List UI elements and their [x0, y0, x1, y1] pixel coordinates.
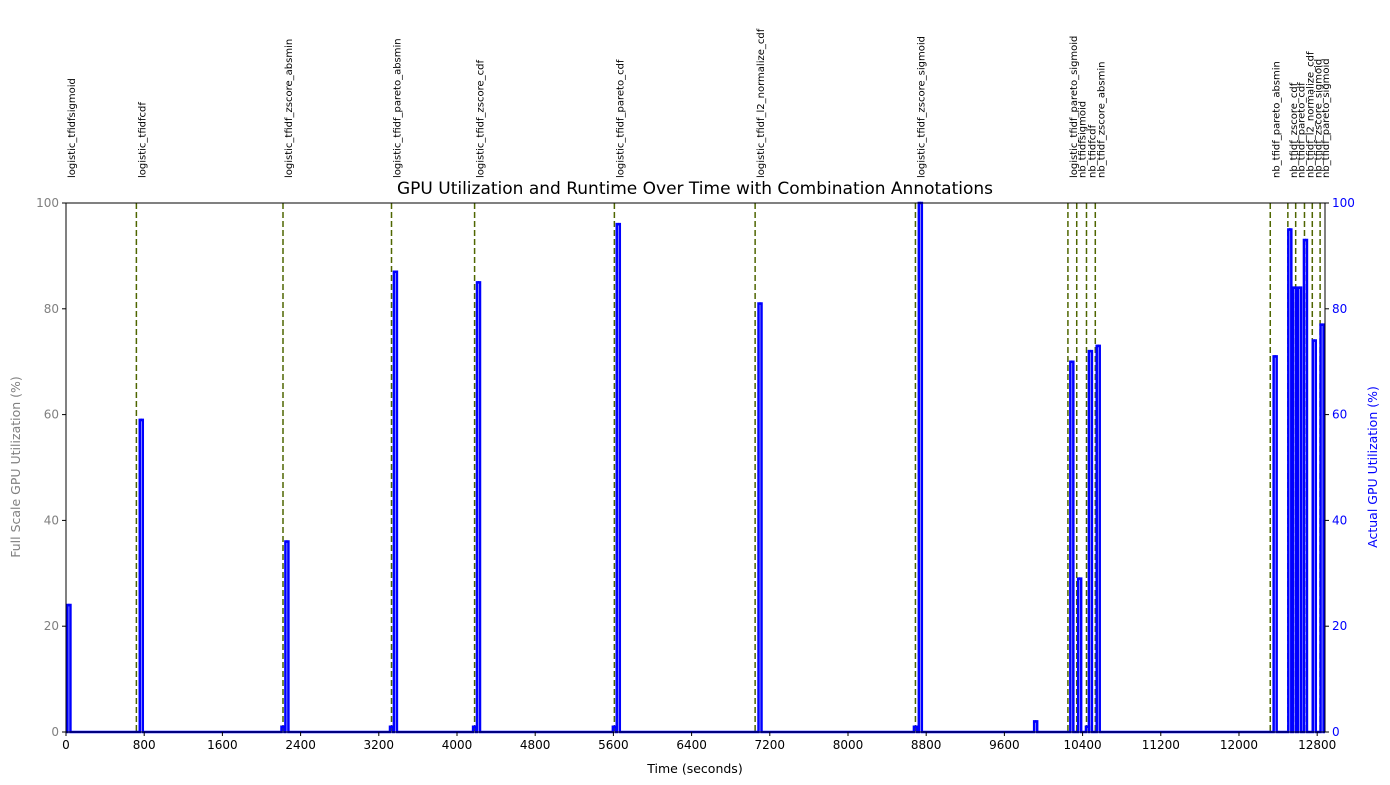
annotation-label: nb_tfidf_pareto_sigmoid	[1321, 58, 1332, 178]
right-y-tick-label: 40	[1332, 513, 1347, 527]
data-point	[1034, 720, 1037, 723]
x-tick-label: 0	[62, 738, 70, 752]
data-point	[139, 418, 143, 422]
left-y-tick-label: 40	[44, 513, 59, 527]
annotation-label: logistic_tfidf_zscore_cdf	[476, 60, 487, 178]
left-y-tick-label: 0	[51, 725, 59, 739]
annotation-label: logistic_tfidf_pareto_sigmoid	[1069, 36, 1080, 178]
annotation-label: logistic_tfidfcdf	[137, 102, 148, 178]
annotation-label: logistic_tfidf_pareto_absmin	[393, 38, 404, 178]
x-tick-label: 3200	[364, 738, 395, 752]
right-y-tick-label: 60	[1332, 408, 1347, 422]
data-point	[1312, 339, 1316, 342]
data-point	[1273, 355, 1277, 358]
x-tick-label: 9600	[989, 738, 1020, 752]
left-y-tick-label: 80	[44, 302, 59, 316]
annotation-label: nb_tfidf_zscore_sigmoid	[1313, 59, 1324, 178]
x-tick-label: 12800	[1298, 738, 1336, 752]
right-y-tick-label: 0	[1332, 725, 1340, 739]
x-tick-label: 10400	[1063, 738, 1101, 752]
data-point	[1089, 349, 1092, 353]
data-point	[1320, 323, 1324, 326]
x-axis: 0 800 1600 2400 3200 4000 4800 5600 6400 7200 8000…	[62, 732, 1336, 752]
annotation-label: nb_tfidf_l2_normalize_cdf	[1305, 51, 1316, 178]
left-y-axis: 0 20 40 60 80 100	[36, 196, 66, 739]
data-point	[1096, 344, 1100, 348]
annotation-label: nb_tfidf_pareto_cdf	[1297, 82, 1308, 178]
annotation-label: nb_tfidfsigmoid	[1078, 101, 1089, 178]
x-tick-label: 8800	[911, 738, 942, 752]
x-tick-label: 800	[133, 738, 156, 752]
plot-frame	[65, 202, 1326, 733]
data-point	[616, 222, 620, 226]
data-point	[473, 725, 476, 729]
data-point	[394, 270, 397, 274]
data-point	[1086, 725, 1089, 729]
annotation-label: nb_tfidfcdf	[1087, 124, 1098, 178]
annotation-label: nb_tfidf_pareto_absmin	[1271, 61, 1282, 178]
data-point	[1293, 286, 1296, 289]
data-point	[1304, 238, 1307, 242]
annotation-label: logistic_tfidf_l2_normalize_cdf	[756, 28, 767, 178]
right-y-tick-label: 20	[1332, 619, 1347, 633]
data-point	[390, 725, 393, 729]
x-tick-label: 4800	[520, 738, 551, 752]
annotations-layer: logistic_tfidfsigmoid logistic_tfidfcdf lo…	[67, 28, 1332, 732]
gpu-utilization-line	[66, 201, 1325, 734]
data-point	[1070, 360, 1074, 364]
right-y-tick-label: 80	[1332, 302, 1347, 316]
x-tick-label: 11200	[1142, 738, 1180, 752]
annotation-label: logistic_tfidf_pareto_cdf	[615, 59, 626, 178]
annotation-label: logistic_tfidf_zscore_sigmoid	[916, 36, 927, 178]
right-y-axis: 0 20 40 60 80 100	[1325, 196, 1355, 739]
data-point	[67, 603, 71, 607]
x-tick-label: 2400	[285, 738, 316, 752]
x-tick-label: 5600	[598, 738, 629, 752]
annotation-label: nb_tfidf_zscore_cdf	[1289, 82, 1300, 178]
x-axis-label: Time (seconds)	[646, 761, 742, 776]
right-y-axis-label: Actual GPU Utilization (%)	[1365, 386, 1380, 548]
data-point	[1288, 228, 1292, 231]
annotation-label: logistic_tfidf_zscore_absmin	[284, 39, 295, 178]
right-y-tick-label: 100	[1332, 196, 1355, 210]
x-tick-label: 6400	[676, 738, 707, 752]
data-point	[477, 281, 480, 284]
x-tick-label: 8000	[833, 738, 864, 752]
series-layer	[66, 201, 1325, 734]
data-point	[758, 302, 762, 305]
x-tick-label: 12000	[1220, 738, 1258, 752]
annotation-label: nb_tfidf_zscore_absmin	[1096, 62, 1107, 178]
annotation-label: logistic_tfidfsigmoid	[67, 78, 78, 178]
left-y-tick-label: 100	[36, 196, 59, 210]
left-y-axis-label: Full Scale GPU Utilization (%)	[8, 376, 23, 558]
data-point	[281, 725, 285, 729]
x-tick-label: 1600	[207, 738, 238, 752]
data-point	[285, 540, 289, 543]
left-y-tick-label: 20	[44, 619, 59, 633]
x-tick-label: 4000	[442, 738, 473, 752]
data-point	[1078, 577, 1081, 580]
data-point	[613, 725, 616, 729]
left-y-tick-label: 60	[44, 408, 59, 422]
data-point	[1298, 286, 1301, 289]
x-tick-label: 7200	[755, 738, 786, 752]
chart-title: GPU Utilization and Runtime Over Time wi…	[397, 179, 993, 199]
data-point	[914, 725, 917, 729]
